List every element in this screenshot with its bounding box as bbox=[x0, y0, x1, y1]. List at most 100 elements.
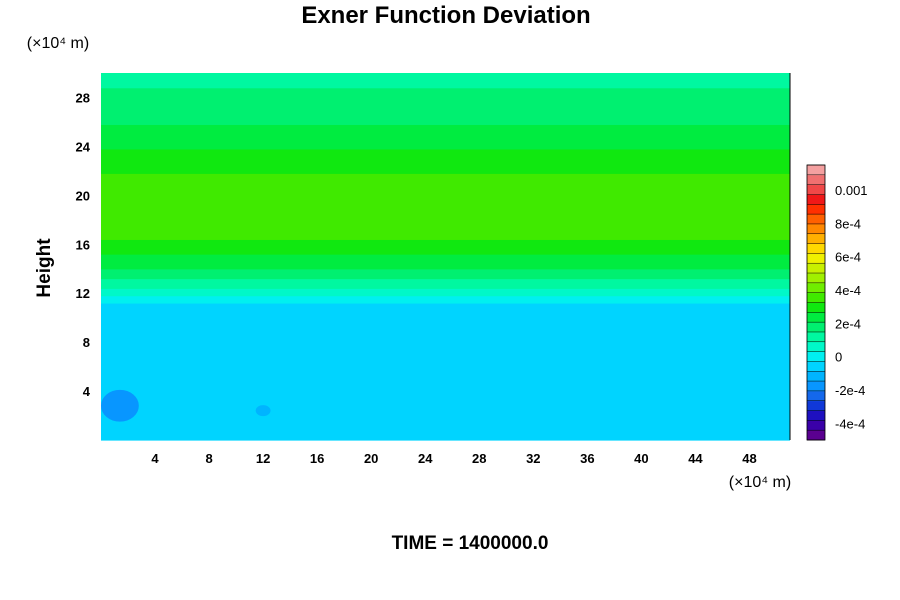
field-band bbox=[101, 251, 790, 255]
field-band bbox=[101, 322, 790, 326]
chart-title: Exner Function Deviation bbox=[301, 2, 590, 29]
field-band bbox=[101, 417, 790, 422]
colorbar-swatch bbox=[807, 302, 825, 313]
colorbar-swatch bbox=[807, 184, 825, 195]
field-band bbox=[101, 388, 790, 392]
colorbar-tick-label: 0 bbox=[835, 350, 842, 365]
field-band bbox=[101, 119, 790, 123]
field-band bbox=[101, 276, 790, 280]
plot-area bbox=[101, 73, 791, 441]
colorbar-swatch bbox=[807, 174, 825, 186]
field-band bbox=[101, 395, 790, 400]
y-unit-label: (×10⁴ m) bbox=[27, 35, 89, 52]
field-band bbox=[101, 246, 790, 250]
field-band bbox=[101, 107, 790, 111]
x-tick-label: 32 bbox=[526, 451, 540, 466]
x-tick-label: 48 bbox=[742, 451, 756, 466]
field-band bbox=[101, 82, 790, 86]
field-band bbox=[101, 254, 790, 258]
field-band bbox=[101, 156, 790, 160]
x-tick-label: 24 bbox=[418, 451, 433, 466]
colorbar-tick-label: 2e-4 bbox=[835, 316, 861, 331]
field-band bbox=[101, 90, 790, 94]
field-band bbox=[101, 239, 790, 243]
field-band bbox=[101, 349, 790, 353]
colorbar-swatch bbox=[807, 410, 825, 421]
colorbar-swatch bbox=[807, 351, 825, 362]
field-band bbox=[101, 302, 790, 307]
colorbar-swatch bbox=[807, 322, 825, 333]
colorbar-swatch bbox=[807, 243, 825, 254]
field-band bbox=[101, 371, 790, 375]
x-tick-label: 40 bbox=[634, 451, 648, 466]
field-band bbox=[101, 205, 790, 209]
time-footer: TIME = 1400000.0 bbox=[392, 533, 549, 554]
colorbar-tick-label: -2e-4 bbox=[835, 383, 865, 398]
field-band bbox=[101, 190, 790, 194]
field-band bbox=[101, 413, 790, 417]
field-band bbox=[101, 97, 790, 101]
field-band bbox=[101, 165, 790, 170]
field-band bbox=[101, 241, 790, 245]
field-band bbox=[101, 263, 790, 267]
x-tick-label: 20 bbox=[364, 451, 378, 466]
x-tick-label: 16 bbox=[310, 451, 324, 466]
colorbar-swatch bbox=[807, 253, 825, 264]
field-band bbox=[101, 173, 790, 177]
field-band bbox=[101, 378, 790, 382]
y-tick-label: 4 bbox=[83, 384, 91, 399]
field-feature bbox=[255, 405, 271, 417]
field-band bbox=[101, 427, 790, 431]
x-tick-label: 12 bbox=[256, 451, 270, 466]
y-axis-label: Height bbox=[34, 238, 55, 298]
field-band bbox=[101, 356, 790, 360]
field-band bbox=[101, 329, 790, 333]
field-band bbox=[101, 332, 790, 336]
field-band bbox=[101, 146, 790, 150]
y-axis: 4 8 12 16 20 24 28 bbox=[76, 90, 91, 399]
field-band bbox=[101, 236, 790, 240]
field-band bbox=[101, 99, 790, 103]
colorbar-swatch bbox=[807, 273, 825, 284]
x-axis: 4 8 12 16 20 24 28 32 36 40 44 48 bbox=[151, 451, 756, 466]
colorbar-swatch bbox=[807, 282, 825, 294]
field-band bbox=[101, 354, 790, 358]
field-band bbox=[101, 283, 790, 287]
field-band bbox=[101, 398, 790, 402]
field-band bbox=[101, 312, 790, 316]
x-tick-label: 36 bbox=[580, 451, 594, 466]
field-band bbox=[101, 410, 790, 414]
field-band bbox=[101, 148, 790, 152]
field-band bbox=[101, 420, 790, 424]
colorbar-swatch bbox=[807, 331, 825, 343]
colorbar-swatch bbox=[807, 292, 825, 303]
colorbar: 0.001 8e-4 6e-4 4e-4 2e-4 0 -2e-4 -4e-4 bbox=[806, 164, 868, 441]
field-band bbox=[101, 432, 790, 436]
y-tick-label: 16 bbox=[76, 237, 90, 252]
colorbar-swatch bbox=[807, 165, 825, 176]
field-band bbox=[101, 180, 790, 184]
field-band bbox=[101, 234, 790, 238]
field-band bbox=[101, 386, 790, 390]
colorbar-swatch bbox=[807, 390, 825, 402]
colorbar-tick-label: -4e-4 bbox=[835, 416, 865, 431]
colorbar-swatch bbox=[807, 400, 825, 411]
field-band bbox=[101, 400, 790, 404]
field-band bbox=[101, 136, 790, 140]
field-band bbox=[101, 102, 790, 106]
field-band bbox=[101, 320, 790, 324]
field-band bbox=[101, 285, 790, 289]
colorbar-swatch bbox=[807, 312, 825, 323]
field-band bbox=[101, 73, 790, 77]
field-band bbox=[101, 175, 790, 179]
colorbar-swatch bbox=[807, 341, 825, 353]
field-band bbox=[101, 376, 790, 380]
field-band bbox=[101, 200, 790, 204]
colorbar-swatch bbox=[807, 381, 825, 392]
field-band bbox=[101, 373, 790, 377]
field-band bbox=[101, 327, 790, 331]
field-band bbox=[101, 219, 790, 223]
field-band bbox=[101, 212, 790, 216]
field-band bbox=[101, 408, 790, 412]
